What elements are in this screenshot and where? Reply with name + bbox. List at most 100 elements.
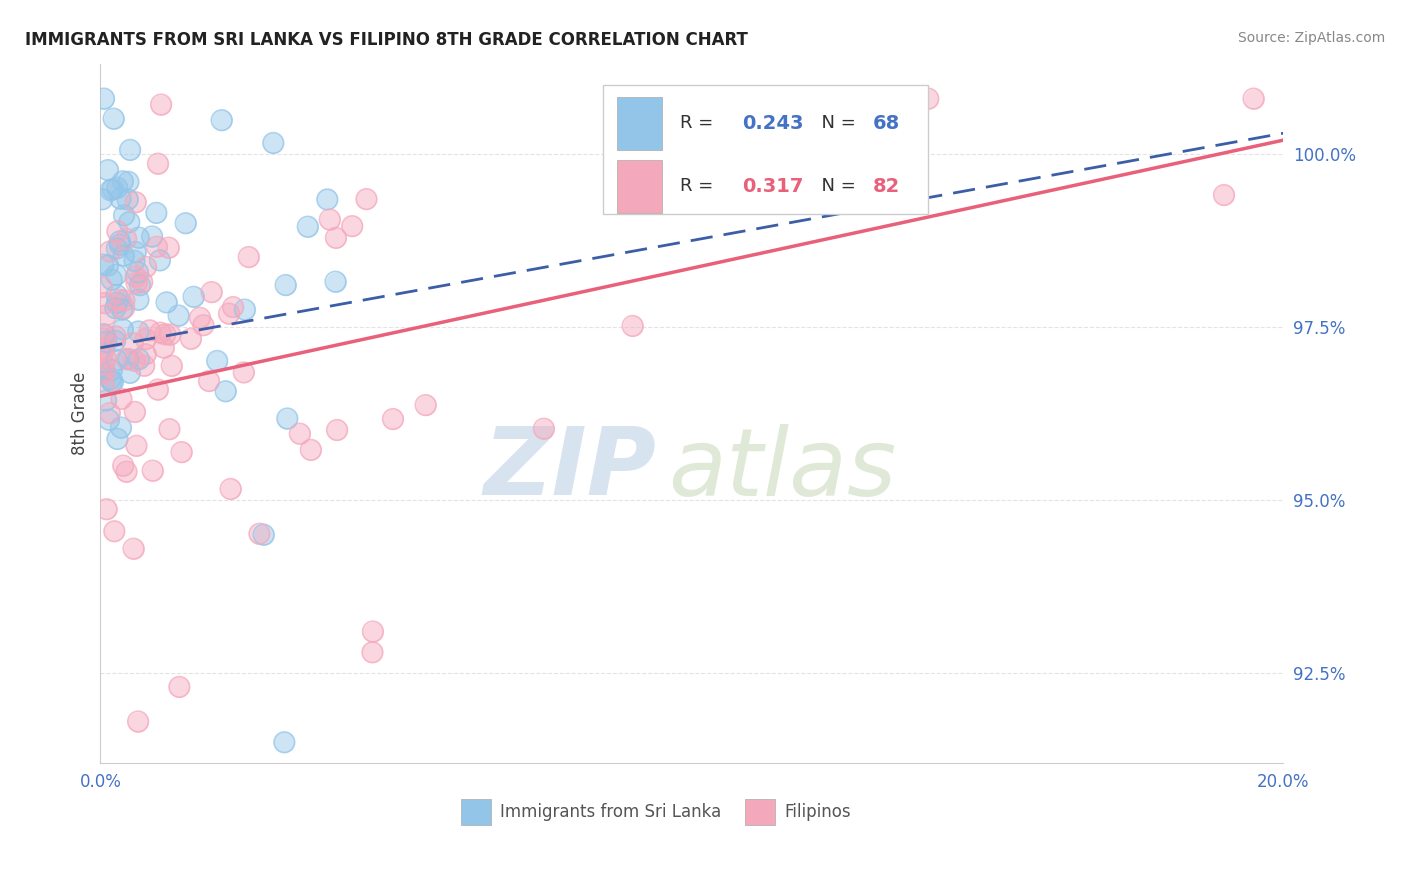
Point: [112, 293, 135, 308]
Point: [100, 272, 122, 286]
Point: [146, 156, 169, 170]
Point: [253, 527, 276, 541]
Point: [533, 422, 555, 436]
Point: [97, 163, 120, 178]
Point: [101, 363, 124, 377]
Text: N =: N =: [810, 114, 862, 133]
Point: [219, 482, 242, 496]
Point: [124, 354, 146, 368]
Point: [238, 250, 260, 264]
Point: [127, 714, 149, 729]
Point: [120, 143, 142, 157]
Point: [100, 272, 122, 286]
Point: [100, 183, 122, 197]
Point: [170, 445, 193, 459]
Point: [98, 244, 121, 259]
Point: [105, 268, 128, 282]
Point: [91, 344, 114, 359]
Point: [149, 253, 172, 268]
Point: [105, 180, 128, 194]
Point: [356, 192, 378, 206]
Point: [93, 357, 115, 371]
Point: [621, 318, 644, 333]
Point: [90, 367, 112, 381]
Point: [142, 464, 165, 478]
Point: [150, 97, 173, 112]
Point: [94, 296, 117, 310]
Point: [174, 216, 197, 230]
Point: [105, 242, 128, 256]
Point: [149, 326, 172, 340]
Point: [249, 526, 271, 541]
Point: [122, 541, 145, 556]
Point: [128, 230, 150, 244]
Point: [111, 322, 134, 336]
Point: [533, 422, 555, 436]
Point: [94, 364, 117, 378]
Point: [211, 113, 233, 128]
Point: [174, 216, 197, 230]
Point: [105, 295, 128, 310]
Point: [93, 327, 115, 342]
Point: [299, 442, 322, 457]
Point: [107, 432, 129, 446]
Point: [105, 268, 128, 282]
Point: [128, 352, 150, 367]
Bar: [745, 799, 775, 824]
Point: [135, 347, 157, 361]
Point: [128, 352, 150, 367]
Point: [276, 411, 298, 425]
Point: [152, 341, 174, 355]
Point: [108, 237, 131, 252]
Point: [96, 334, 118, 349]
Point: [91, 258, 114, 272]
Point: [110, 192, 132, 206]
Point: [98, 244, 121, 259]
Point: [1213, 188, 1236, 202]
Point: [93, 92, 115, 106]
Point: [124, 354, 146, 368]
Text: 0.243: 0.243: [742, 114, 804, 133]
Point: [152, 341, 174, 355]
Point: [917, 92, 939, 106]
Point: [90, 342, 112, 356]
Point: [124, 245, 146, 260]
Point: [118, 366, 141, 380]
Point: [117, 352, 139, 367]
Point: [155, 295, 177, 310]
Point: [188, 310, 211, 325]
Point: [288, 426, 311, 441]
Point: [155, 295, 177, 310]
Point: [110, 392, 132, 406]
Point: [273, 735, 295, 749]
Point: [117, 352, 139, 367]
Point: [103, 112, 125, 126]
Point: [105, 295, 128, 310]
Point: [107, 432, 129, 446]
Point: [111, 302, 134, 317]
Point: [134, 359, 156, 373]
Point: [112, 458, 135, 473]
Point: [170, 445, 193, 459]
Point: [118, 366, 141, 380]
Point: [325, 231, 347, 245]
Bar: [617, 161, 662, 212]
Point: [381, 412, 404, 426]
Point: [100, 375, 122, 389]
Point: [101, 363, 124, 377]
Point: [93, 332, 115, 346]
Point: [141, 229, 163, 244]
Point: [111, 174, 134, 188]
Point: [101, 375, 124, 389]
Point: [104, 329, 127, 343]
Point: [273, 735, 295, 749]
Point: [222, 300, 245, 314]
Point: [98, 372, 121, 386]
Point: [340, 219, 363, 234]
Point: [262, 136, 284, 150]
Point: [325, 275, 347, 289]
Point: [91, 192, 114, 206]
Point: [276, 411, 298, 425]
Point: [361, 624, 384, 639]
Point: [200, 285, 222, 299]
